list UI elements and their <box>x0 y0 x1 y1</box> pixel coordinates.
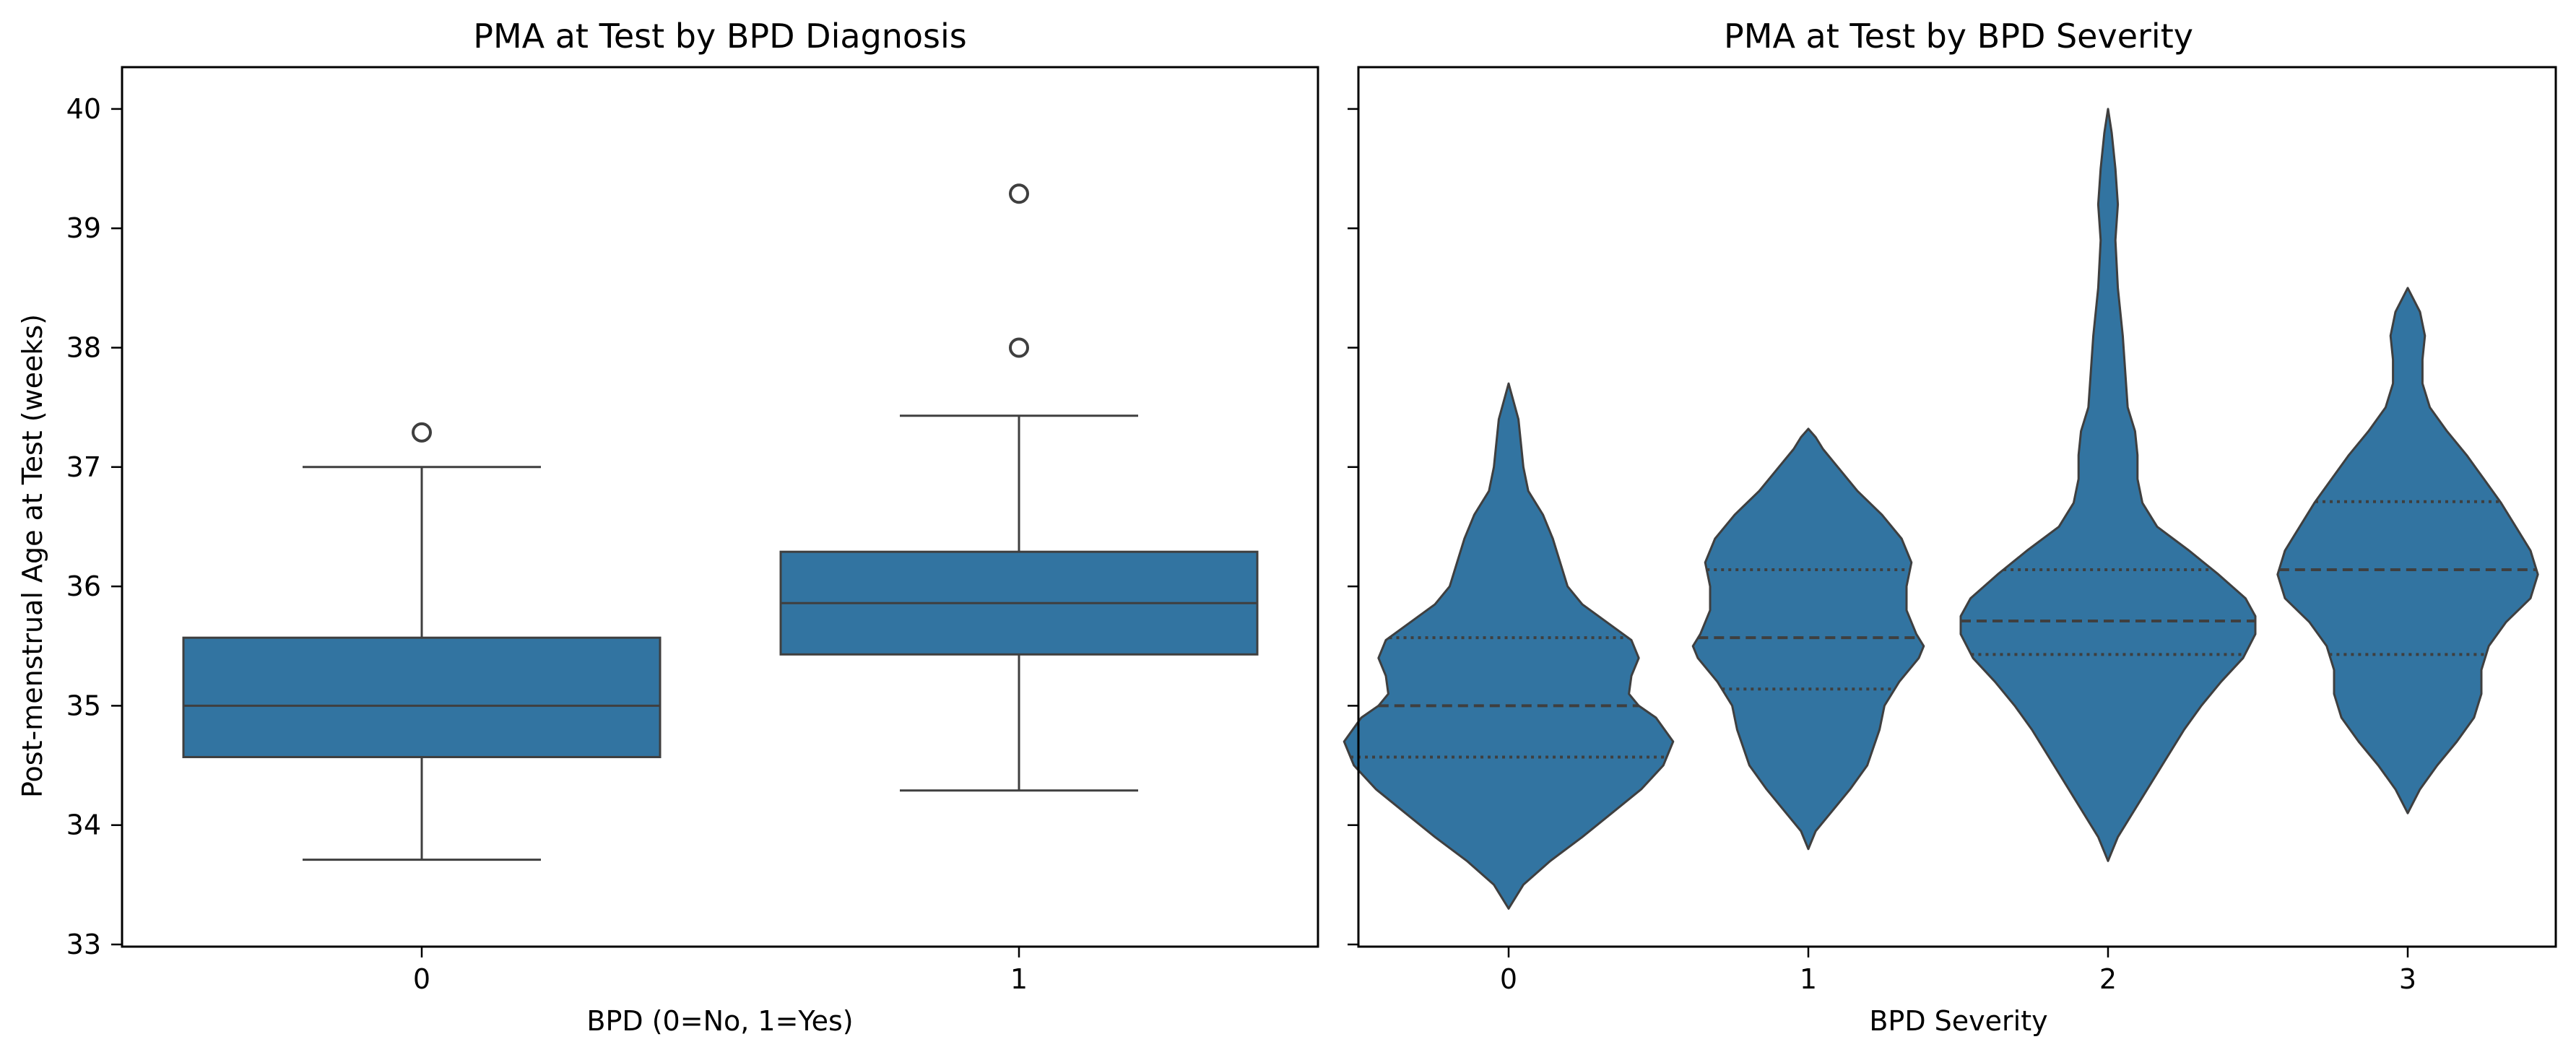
violin-panel-title: PMA at Test by BPD Severity <box>1724 17 2193 56</box>
y-tick-label: 37 <box>66 451 101 483</box>
box-panel-frame <box>121 66 1319 948</box>
violin-group-1 <box>1691 427 1925 851</box>
box-group-1 <box>779 183 1259 792</box>
violin-group-3 <box>2276 287 2539 814</box>
outlier-point <box>412 422 432 443</box>
violin-group-0 <box>1343 382 1675 910</box>
box-panel: PMA at Test by BPD Diagnosis BPD (0=No, … <box>17 17 1319 1037</box>
violin-panel-x-ticks: 0 1 2 3 <box>1500 947 2416 995</box>
box <box>182 636 662 758</box>
violin-body <box>1959 108 2257 862</box>
y-tick-label: 35 <box>66 690 101 721</box>
violin-panel-marks <box>1343 108 2539 910</box>
violin-panel-y-ticks <box>1348 108 1358 946</box>
violin-panel-frame <box>1357 66 2557 948</box>
y-tick-label: 33 <box>66 929 101 960</box>
box-panel-x-axis-label: BPD (0=No, 1=Yes) <box>586 1005 853 1037</box>
y-tick-label: 40 <box>66 93 101 125</box>
box-panel-title: PMA at Test by BPD Diagnosis <box>473 17 967 56</box>
box-group-0 <box>182 422 662 861</box>
violin-panel: PMA at Test by BPD Severity BPD Severity… <box>1343 17 2557 1037</box>
x-tick-label: 1 <box>1010 963 1028 995</box>
x-tick-label: 2 <box>2099 963 2117 995</box>
x-tick-label: 0 <box>413 963 430 995</box>
box-panel-y-ticks: 33 34 35 36 37 38 39 40 <box>66 93 122 960</box>
y-tick-label: 34 <box>66 809 101 841</box>
violin-panel-x-axis-label: BPD Severity <box>1869 1005 2047 1037</box>
violin-body <box>1343 382 1675 910</box>
y-tick-label: 39 <box>66 212 101 244</box>
outlier-point <box>1009 337 1029 358</box>
violin-body <box>2276 287 2539 814</box>
y-tick-label: 36 <box>66 570 101 602</box>
outlier-point <box>1009 183 1029 204</box>
y-tick-label: 38 <box>66 332 101 364</box>
y-axis-label: Post-menstrual Age at Test (weeks) <box>17 314 48 798</box>
x-tick-label: 3 <box>2399 963 2416 995</box>
x-tick-label: 1 <box>1800 963 1817 995</box>
violin-group-2 <box>1959 108 2257 862</box>
x-tick-label: 0 <box>1500 963 1517 995</box>
box-panel-marks <box>182 183 1259 861</box>
